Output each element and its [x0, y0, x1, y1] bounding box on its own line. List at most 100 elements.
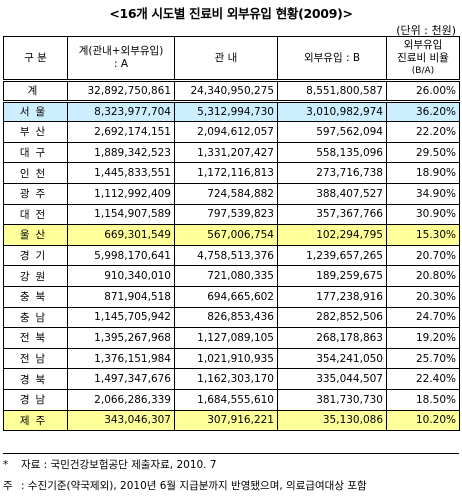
- cell-inner: 1,331,207,427: [174, 141, 278, 164]
- table-row: 부산 2,692,174,151 2,094,612,057 597,562,0…: [3, 121, 460, 143]
- cell-ratio: 20.80%: [386, 265, 460, 287]
- cell-ratio: 26.00%: [386, 80, 460, 103]
- table-header-row: 구 분 계(관내+외부유입) : A 관 내 외부유입 : B 외부유입 진료비…: [3, 36, 460, 81]
- cell-outer: 268,178,863: [277, 327, 387, 349]
- cell-inner: 5,312,994,730: [174, 100, 278, 123]
- cell-outer: 189,259,675: [277, 265, 387, 287]
- table-row: 인천 1,445,833,551 1,172,116,813 273,716,7…: [3, 162, 460, 184]
- table-row: 서울 8,323,977,704 5,312,994,730 3,010,982…: [3, 100, 460, 123]
- cell-total: 2,066,286,339: [67, 388, 175, 411]
- cell-total: 910,340,010: [67, 265, 175, 287]
- header-total: 계(관내+외부유입) : A: [67, 36, 175, 81]
- table-row: 광주 1,112,992,409 724,584,882 388,407,527…: [3, 182, 460, 205]
- cell-outer: 381,730,730: [277, 388, 387, 411]
- cell-region: 대구: [3, 141, 68, 164]
- cell-region: 충북: [3, 285, 68, 308]
- cell-total: 2,692,174,151: [67, 121, 175, 143]
- cell-total: 1,376,151,984: [67, 347, 175, 370]
- cell-inner: 826,853,436: [174, 306, 278, 329]
- header-region: 구 분: [3, 36, 68, 81]
- table-row: 전북 1,395,267,968 1,127,089,105 268,178,8…: [3, 327, 460, 349]
- cell-ratio: 20.70%: [386, 244, 460, 267]
- cell-inner: 307,916,221: [174, 409, 278, 432]
- source-note-mark: *: [3, 459, 9, 471]
- cell-outer: 388,407,527: [277, 182, 387, 205]
- cell-outer: 357,367,766: [277, 203, 387, 226]
- cell-region: 제주: [3, 409, 68, 432]
- cell-inner: 2,094,612,057: [174, 121, 278, 143]
- table-row: 대전 1,154,907,589 797,539,823 357,367,766…: [3, 203, 460, 226]
- cell-total: 871,904,518: [67, 285, 175, 308]
- cell-region: 광주: [3, 182, 68, 205]
- cell-ratio: 19.20%: [386, 327, 460, 349]
- cell-ratio: 34.90%: [386, 182, 460, 205]
- cell-total: 343,046,307: [67, 409, 175, 432]
- cell-inner: 1,127,089,105: [174, 327, 278, 349]
- remark-note-mark: 주: [3, 480, 13, 492]
- table-row: 경기 5,998,170,641 4,758,513,376 1,239,657…: [3, 244, 460, 267]
- table-row: 제주 343,046,307 307,916,221 35,130,086 10…: [3, 409, 460, 432]
- table-row-total: 계 32,892,750,861 24,340,950,275 8,551,80…: [3, 80, 460, 103]
- cell-region: 전북: [3, 327, 68, 349]
- cell-outer: 597,562,094: [277, 121, 387, 143]
- cell-ratio: 18.90%: [386, 162, 460, 184]
- cell-ratio: 18.50%: [386, 388, 460, 411]
- unit-label: (단위 : 천원): [396, 24, 456, 37]
- remark-note: 주: 수진기준(약국제외), 2010년 6월 지급분까지 반영됐으며, 의료급…: [3, 475, 459, 497]
- cell-ratio: 22.20%: [386, 121, 460, 143]
- cell-total: 1,497,347,676: [67, 368, 175, 390]
- cell-ratio: 22.40%: [386, 368, 460, 390]
- cell-total: 8,323,977,704: [67, 100, 175, 123]
- cell-ratio: 30.90%: [386, 203, 460, 226]
- cell-total: 669,301,549: [67, 224, 175, 246]
- cell-total: 1,445,833,551: [67, 162, 175, 184]
- cell-outer: 273,716,738: [277, 162, 387, 184]
- cell-region: 울산: [3, 224, 68, 246]
- cell-inner: 797,539,823: [174, 203, 278, 226]
- cell-region: 계: [3, 80, 68, 103]
- table-row: 전남 1,376,151,984 1,021,910,935 354,241,0…: [3, 347, 460, 370]
- cell-ratio: 15.30%: [386, 224, 460, 246]
- cell-region: 경기: [3, 244, 68, 267]
- cell-inner: 4,758,513,376: [174, 244, 278, 267]
- cell-region: 강원: [3, 265, 68, 287]
- cell-ratio: 36.20%: [386, 100, 460, 123]
- header-ratio: 외부유입 진료비 비율 (B/A): [386, 36, 460, 81]
- cell-region: 대전: [3, 203, 68, 226]
- cell-inner: 24,340,950,275: [174, 80, 278, 103]
- cell-inner: 567,006,754: [174, 224, 278, 246]
- cell-total: 1,889,342,523: [67, 141, 175, 164]
- cell-inner: 694,665,602: [174, 285, 278, 308]
- cell-outer: 1,239,657,265: [277, 244, 387, 267]
- table-row: 충남 1,145,705,942 826,853,436 282,852,506…: [3, 306, 460, 329]
- cell-region: 경남: [3, 388, 68, 411]
- cell-inner: 1,162,303,170: [174, 368, 278, 390]
- table-row: 충북 871,904,518 694,665,602 177,238,916 2…: [3, 285, 460, 308]
- cell-inner: 1,684,555,610: [174, 388, 278, 411]
- cell-outer: 335,044,507: [277, 368, 387, 390]
- cell-outer: 102,294,795: [277, 224, 387, 246]
- cell-ratio: 29.50%: [386, 141, 460, 164]
- table-row: 경남 2,066,286,339 1,684,555,610 381,730,7…: [3, 388, 460, 411]
- medical-cost-table: 구 분 계(관내+외부유입) : A 관 내 외부유입 : B 외부유입 진료비…: [3, 36, 460, 432]
- cell-ratio: 20.30%: [386, 285, 460, 308]
- cell-ratio: 24.70%: [386, 306, 460, 329]
- cell-total: 1,145,705,942: [67, 306, 175, 329]
- table-row: 대구 1,889,342,523 1,331,207,427 558,135,0…: [3, 141, 460, 164]
- cell-region: 서울: [3, 100, 68, 123]
- header-inner: 관 내: [174, 36, 278, 81]
- cell-outer: 282,852,506: [277, 306, 387, 329]
- cell-outer: 35,130,086: [277, 409, 387, 432]
- header-outer: 외부유입 : B: [277, 36, 387, 81]
- table-row: 울산 669,301,549 567,006,754 102,294,795 1…: [3, 224, 460, 246]
- cell-region: 경북: [3, 368, 68, 390]
- source-note: * 자료 : 국민건강보험공단 제출자료, 2010. 7: [3, 453, 459, 475]
- source-note-text: 자료 : 국민건강보험공단 제출자료, 2010. 7: [21, 459, 217, 471]
- header-ratio-line2: 진료비 비율: [397, 51, 449, 64]
- cell-ratio: 10.20%: [386, 409, 460, 432]
- header-ratio-line3: (B/A): [411, 65, 435, 76]
- footnotes: * 자료 : 국민건강보험공단 제출자료, 2010. 7 주: 수진기준(약국제…: [3, 453, 459, 497]
- cell-region: 부산: [3, 121, 68, 143]
- cell-outer: 3,010,982,974: [277, 100, 387, 123]
